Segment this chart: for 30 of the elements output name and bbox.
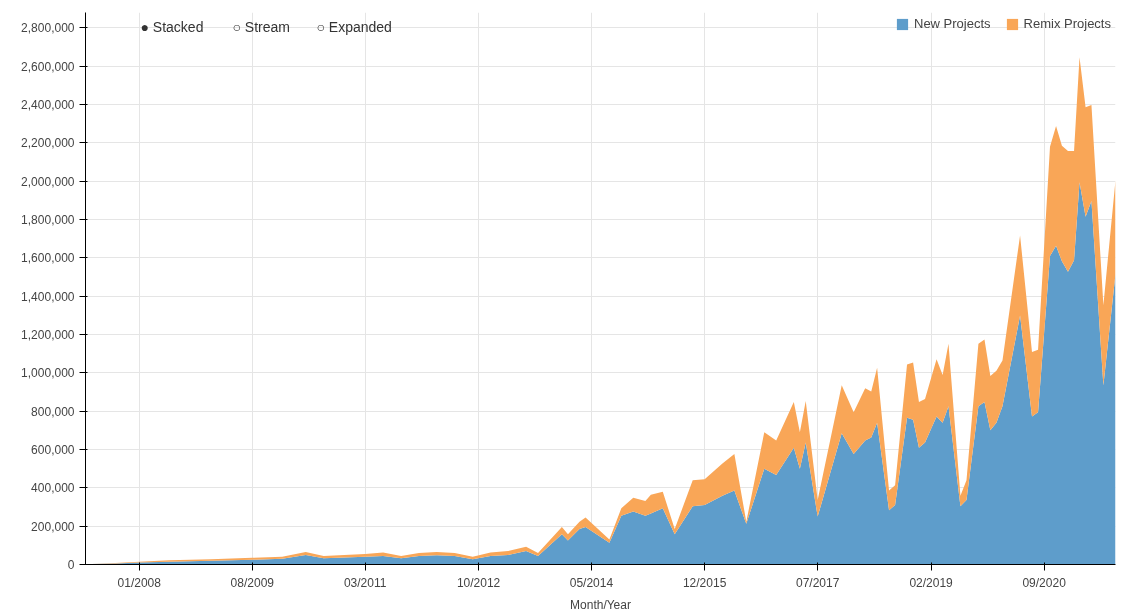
y-tick-label: 2,800,000 xyxy=(21,21,75,36)
x-tick-label: 08/2009 xyxy=(230,575,275,590)
y-tick-label: 1,800,000 xyxy=(21,213,75,227)
x-tick-label: 01/2008 xyxy=(117,575,162,590)
x-axis-title: Month/Year xyxy=(570,597,631,612)
y-tick-label: 800,000 xyxy=(31,404,75,419)
y-tick-label: 2,400,000 xyxy=(21,98,75,112)
annotation: ● Stacked xyxy=(140,18,204,35)
y-tick-label: 400,000 xyxy=(31,481,75,496)
y-tick-label: 200,000 xyxy=(31,519,75,534)
annotation: ○ Expanded xyxy=(316,18,392,35)
x-tick-label: 12/2015 xyxy=(682,575,727,590)
x-tick-label: 02/2019 xyxy=(909,575,954,590)
y-tick-label: 1,000,000 xyxy=(21,366,75,381)
y-tick-label: 1,400,000 xyxy=(21,289,75,304)
legend-label: New Projects xyxy=(914,16,991,31)
y-tick-label: 1,200,000 xyxy=(21,328,75,342)
y-tick-label: 2,000,000 xyxy=(21,174,75,189)
x-tick-label: 10/2012 xyxy=(456,575,501,590)
y-tick-label: 2,600,000 xyxy=(21,59,75,74)
y-tick-label: 600,000 xyxy=(31,443,75,457)
legend-label: Remix Projects xyxy=(1023,16,1111,31)
y-tick-label: 0 xyxy=(67,558,75,572)
x-tick-label: 09/2020 xyxy=(1022,575,1067,590)
x-tick-label: 07/2017 xyxy=(795,575,840,590)
x-tick-label: 05/2014 xyxy=(569,575,614,590)
y-tick-label: 2,200,000 xyxy=(21,136,75,151)
annotation: ○ Stream xyxy=(232,18,290,35)
x-tick-label: 03/2011 xyxy=(343,575,387,590)
y-tick-label: 1,600,000 xyxy=(21,251,75,266)
